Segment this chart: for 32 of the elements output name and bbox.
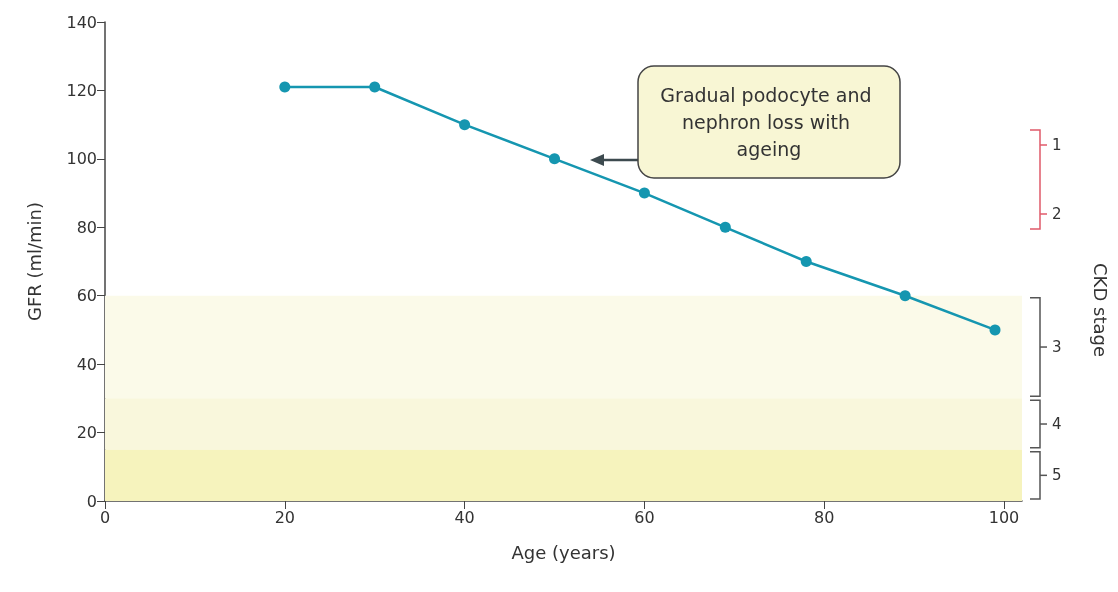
- point: [719, 221, 731, 233]
- x-tick-label: 40: [454, 507, 475, 527]
- y-tick-label: 140: [66, 12, 97, 32]
- y-tick-label: 0: [86, 491, 97, 511]
- x-tick-label: 0: [99, 507, 111, 527]
- y-tick-label: 100: [66, 149, 97, 169]
- text: 2: [1052, 205, 1062, 223]
- point: [800, 256, 812, 267]
- point: [899, 290, 911, 302]
- y-tick-label: 20: [76, 423, 97, 443]
- x-tick-label: 60: [634, 507, 655, 527]
- band-label: 5: [1052, 466, 1062, 485]
- y2-axis-title: CKD stage: [1089, 263, 1111, 357]
- point: [459, 119, 471, 131]
- x-tick-label: 100: [988, 507, 1020, 527]
- point: [279, 81, 291, 93]
- text: 1: [1052, 136, 1062, 154]
- y-tick-label: 120: [66, 80, 97, 100]
- point: [989, 324, 1001, 336]
- band-label: 3: [1052, 338, 1062, 357]
- point: [369, 81, 381, 93]
- annotation: Gradual podocyte and nephron loss with ageing: [660, 84, 878, 160]
- x-axis-title: Age (years): [511, 541, 616, 563]
- y-axis-title: GFR (ml/min): [23, 201, 45, 322]
- y-tick-label: 40: [76, 354, 97, 374]
- y-tick-label: 60: [76, 286, 97, 306]
- x-tick-label: 80: [814, 507, 835, 527]
- y-tick-label: 80: [76, 217, 97, 237]
- band-label: 4: [1052, 415, 1062, 434]
- x-tick-label: 20: [274, 507, 295, 527]
- point: [549, 153, 561, 165]
- point: [638, 187, 650, 199]
